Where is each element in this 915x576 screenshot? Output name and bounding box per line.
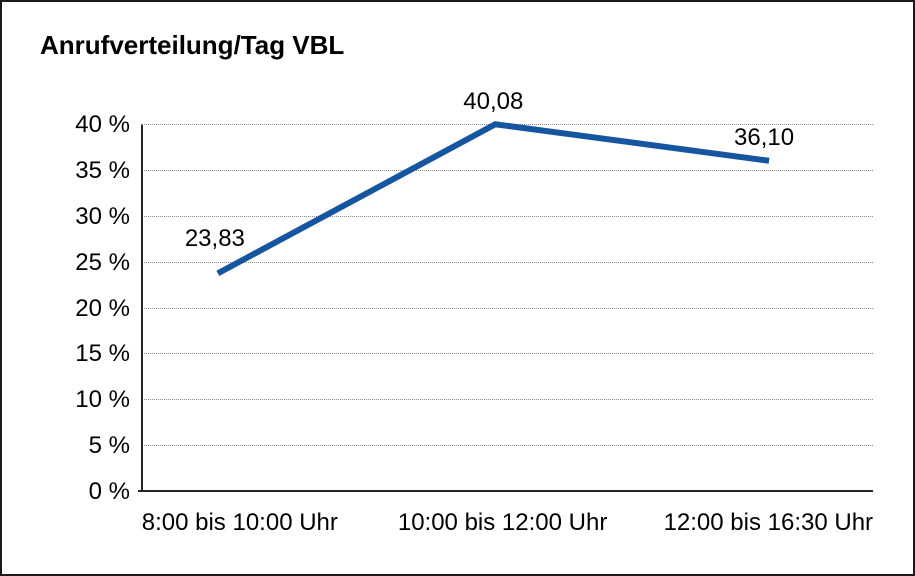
gridline [141, 399, 873, 401]
x-axis-category-label: 12:00 bis 16:30 Uhr [663, 509, 874, 536]
data-point-label: 23,83 [184, 225, 245, 253]
y-axis-tick-label: 20 % [75, 294, 130, 322]
y-axis-tick-label: 40 % [75, 111, 130, 138]
y-axis-tick-label: 30 % [75, 202, 130, 230]
y-axis-tick-label: 25 % [75, 248, 130, 276]
data-point-label: 40,08 [463, 88, 524, 116]
y-axis-tick-label: 10 % [75, 386, 130, 414]
gridline [141, 169, 873, 171]
y-axis-tick-label: 35 % [75, 156, 130, 184]
gridline [141, 307, 873, 309]
data-point-label: 36,10 [734, 123, 795, 151]
x-axis-line [138, 490, 873, 492]
y-axis-tick-label: 0 % [88, 478, 130, 505]
y-axis-tick-label: 5 % [88, 432, 130, 460]
y-axis-line [141, 125, 143, 492]
gridline [141, 261, 873, 263]
x-axis-category-label: 10:00 bis 12:00 Uhr [397, 509, 608, 536]
chart-title: Anrufverteilung/Tag VBL [40, 30, 345, 60]
y-axis-tick-label: 15 % [75, 340, 130, 368]
x-axis-category-label: 8:00 bis 10:00 Uhr [141, 509, 338, 536]
series-polyline [216, 121, 770, 277]
gridline [141, 445, 873, 447]
gridline [141, 353, 873, 355]
gridline [141, 215, 873, 217]
